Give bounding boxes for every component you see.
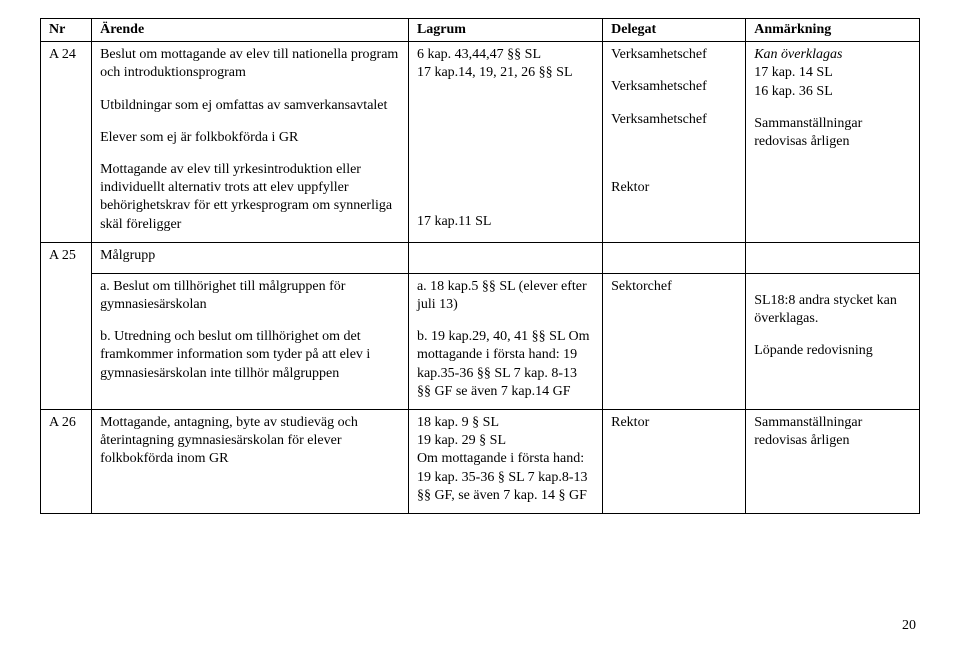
- col-header-delegat: Delegat: [603, 19, 746, 42]
- arende-text: Utbildningar som ej omfattas av samverka…: [100, 97, 400, 115]
- lagrum-text: 6 kap. 43,44,47 §§ SL: [417, 46, 594, 64]
- cell-anm: Sammanställningar redovisas årligen: [746, 410, 920, 514]
- cell-lagrum: 18 kap. 9 § SL 19 kap. 29 § SL Om mottag…: [408, 410, 602, 514]
- delegat-text: Verksamhetschef: [611, 78, 737, 96]
- arende-text: Elever som ej är folkbokförda i GR: [100, 129, 400, 147]
- arende-text: Mottagande, antagning, byte av studieväg…: [100, 414, 400, 469]
- delegat-text: Sektorchef: [611, 278, 737, 296]
- delegation-table: Nr Ärende Lagrum Delegat Anmärkning A 24…: [40, 18, 920, 514]
- cell-anm: SL18:8 andra stycket kan överklagas. Löp…: [746, 273, 920, 409]
- lagrum-text: b. 19 kap.29, 40, 41 §§ SL Om mottagande…: [417, 328, 594, 401]
- cell-delegat: [603, 242, 746, 273]
- lagrum-text: 17 kap.11 SL: [417, 213, 594, 231]
- anm-italic: Kan överklagas: [754, 47, 842, 62]
- lagrum-text: a. 18 kap.5 §§ SL (elever efter juli 13): [417, 278, 594, 314]
- table-row: A 25 Målgrupp: [41, 242, 920, 273]
- cell-lagrum: [408, 242, 602, 273]
- col-header-lagrum: Lagrum: [408, 19, 602, 42]
- page: Nr Ärende Lagrum Delegat Anmärkning A 24…: [0, 0, 960, 648]
- lagrum-text: 17 kap.14, 19, 21, 26 §§ SL: [417, 64, 594, 82]
- arende-text: Beslut om mottagande av elev till nation…: [100, 46, 400, 82]
- arende-text: b. Utredning och beslut om tillhörighet …: [100, 328, 400, 383]
- col-header-nr: Nr: [41, 19, 92, 42]
- cell-nr: A 26: [41, 410, 92, 514]
- cell-arende: Beslut om mottagande av elev till nation…: [92, 42, 409, 243]
- table-row: a. Beslut om tillhörighet till målgruppe…: [41, 273, 920, 409]
- cell-delegat: Rektor: [603, 410, 746, 514]
- lagrum-text: 19 kap. 29 § SL: [417, 432, 594, 450]
- cell-lagrum: a. 18 kap.5 §§ SL (elever efter juli 13)…: [408, 273, 602, 409]
- delegat-text: Verksamhetschef: [611, 46, 737, 64]
- anm-text: Sammanställningar redovisas årligen: [754, 414, 911, 450]
- table-row: A 26 Mottagande, antagning, byte av stud…: [41, 410, 920, 514]
- col-header-anm: Anmärkning: [746, 19, 920, 42]
- cell-lagrum: 6 kap. 43,44,47 §§ SL 17 kap.14, 19, 21,…: [408, 42, 602, 243]
- cell-anm: [746, 242, 920, 273]
- table-row: A 24 Beslut om mottagande av elev till n…: [41, 42, 920, 243]
- cell-delegat: Sektorchef: [603, 273, 746, 409]
- arende-text: a. Beslut om tillhörighet till målgruppe…: [100, 278, 400, 314]
- page-number: 20: [902, 618, 916, 634]
- anm-text: Löpande redovisning: [754, 342, 911, 360]
- delegat-text: Verksamhetschef: [611, 111, 737, 129]
- delegat-text: Rektor: [611, 414, 737, 432]
- col-header-arende: Ärende: [92, 19, 409, 42]
- anm-text: 17 kap. 14 SL: [754, 64, 911, 82]
- lagrum-text: 18 kap. 9 § SL: [417, 414, 594, 432]
- cell-nr: A 24: [41, 42, 92, 243]
- anm-text: 16 kap. 36 SL: [754, 83, 911, 101]
- lagrum-text: Om mottagande i första hand: 19 kap. 35-…: [417, 450, 594, 505]
- delegat-text: Rektor: [611, 179, 737, 197]
- cell-arende: Målgrupp: [92, 242, 409, 273]
- cell-arende: Mottagande, antagning, byte av studieväg…: [92, 410, 409, 514]
- table-header-row: Nr Ärende Lagrum Delegat Anmärkning: [41, 19, 920, 42]
- cell-delegat: Verksamhetschef Verksamhetschef Verksamh…: [603, 42, 746, 243]
- cell-nr: A 25: [41, 242, 92, 409]
- arende-text: Mottagande av elev till yrkesintroduktio…: [100, 161, 400, 234]
- anm-text: Sammanställningar redovisas årligen: [754, 115, 911, 151]
- cell-arende: a. Beslut om tillhörighet till målgruppe…: [92, 273, 409, 409]
- anm-text: SL18:8 andra stycket kan överklagas.: [754, 292, 911, 328]
- cell-anm: Kan överklagas 17 kap. 14 SL 16 kap. 36 …: [746, 42, 920, 243]
